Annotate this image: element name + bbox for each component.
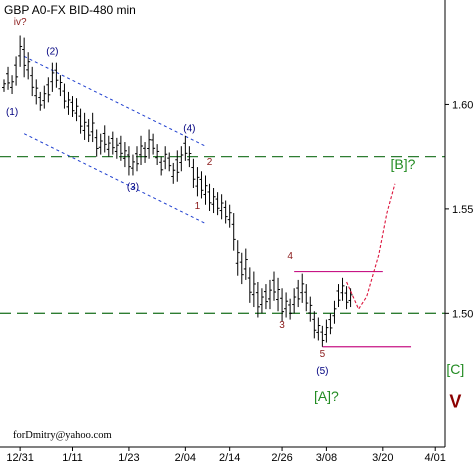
y-tick-label: 1.55 — [452, 204, 473, 216]
watermark-text: forDmitry@yahoo.com — [13, 430, 112, 441]
wave-label: (3) — [127, 182, 139, 193]
x-tick-label: 2/14 — [219, 452, 240, 464]
chart-title: GBP A0-FX BID-480 min — [4, 3, 136, 17]
x-tick-label: 3/08 — [316, 452, 337, 464]
forecast-path — [346, 183, 396, 311]
channel-line-1 — [23, 55, 206, 147]
x-axis-ticks: 12/31 1/11 1/23 2/04 2/14 2/26 3/08 3/20 4/01 — [6, 447, 446, 464]
x-tick-label: 12/31 — [6, 452, 34, 464]
y-tick-label: 1.50 — [452, 308, 473, 320]
level-lines — [0, 156, 445, 348]
channel-lines — [23, 55, 206, 224]
wave-label: iv? — [14, 17, 27, 28]
x-tick-label: 4/01 — [424, 452, 445, 464]
wave-label: 2 — [207, 157, 213, 168]
wave-label: [A]? — [314, 388, 339, 404]
wave-label: 5 — [320, 349, 326, 360]
wave-label: (5) — [316, 366, 328, 377]
x-tick-label: 1/23 — [118, 452, 139, 464]
wave-label: V — [449, 391, 461, 411]
wave-label: 4 — [287, 251, 293, 262]
x-tick-label: 1/11 — [62, 452, 83, 464]
y-tick-label: 1.60 — [452, 99, 473, 111]
x-tick-label: 3/20 — [372, 452, 393, 464]
wave-label: 1 — [195, 201, 201, 212]
channel-line-2 — [23, 133, 206, 224]
wave-label: 3 — [279, 320, 285, 331]
wave-label: (2) — [46, 46, 58, 57]
forecast-line — [346, 183, 396, 311]
price-bars — [2, 35, 353, 347]
wave-labels: iv? (1) (2) (3) (4) 1 2 3 4 5 (5) [A]? [B]? [C] V — [6, 17, 464, 411]
x-tick-label: 2/26 — [271, 452, 292, 464]
wave-label: [C] — [446, 361, 464, 377]
wave-label: (1) — [6, 107, 18, 118]
y-axis-ticks: 1.50 1.55 1.60 — [445, 99, 473, 320]
wave-label: (4) — [183, 124, 195, 135]
x-tick-label: 2/04 — [175, 452, 196, 464]
wave-label: [B]? — [391, 156, 416, 172]
